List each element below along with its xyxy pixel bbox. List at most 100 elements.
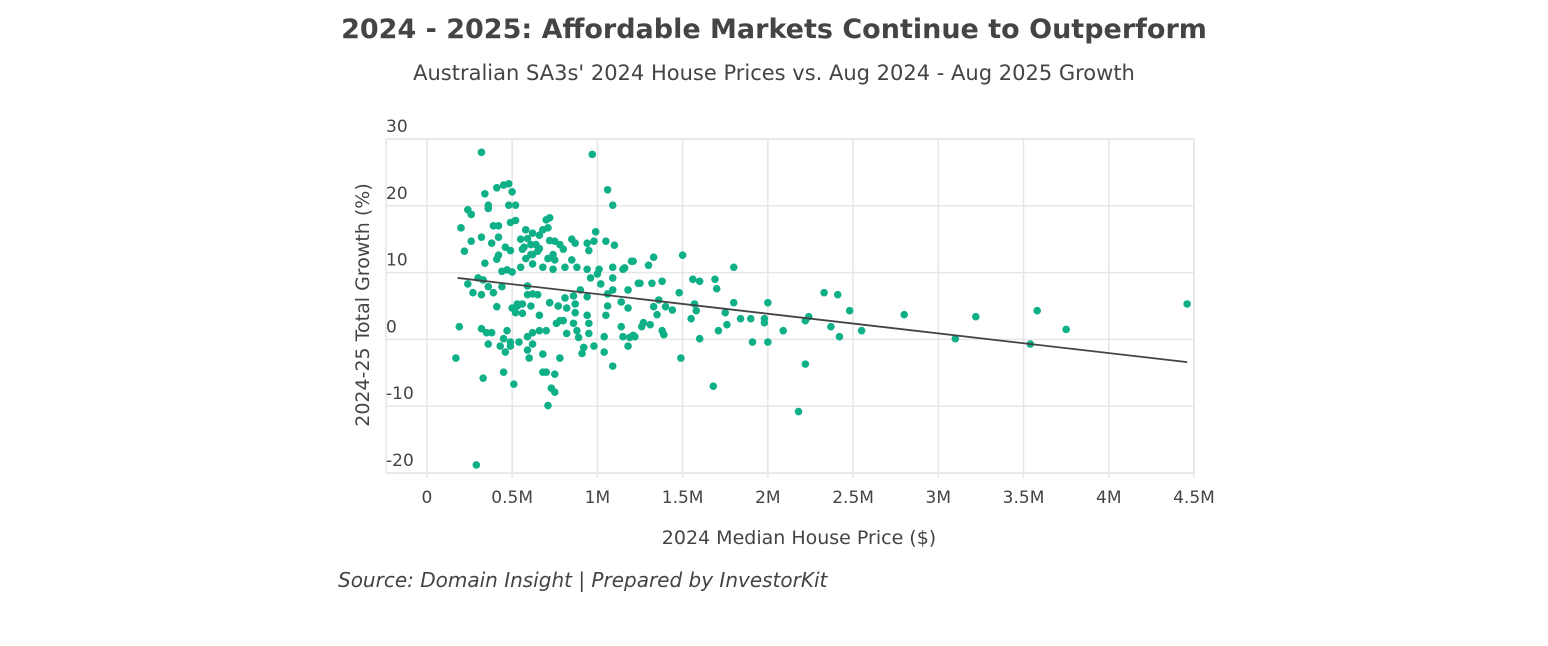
data-point — [455, 322, 464, 331]
data-point — [608, 286, 617, 294]
data-point — [523, 290, 532, 299]
data-point — [583, 311, 591, 320]
data-point — [661, 302, 670, 311]
data-point — [687, 314, 695, 323]
data-point — [603, 302, 612, 310]
data-point — [489, 288, 498, 297]
data-point — [624, 304, 632, 312]
data-point — [561, 294, 569, 302]
data-point — [764, 298, 772, 307]
data-point — [535, 311, 544, 320]
data-point — [746, 314, 755, 323]
x-tick-label: 1.5M — [662, 488, 704, 508]
data-point — [493, 183, 501, 192]
x-tick-label: 3.5M — [1003, 488, 1045, 508]
data-point — [559, 245, 568, 254]
data-point — [477, 324, 486, 333]
data-point — [452, 354, 460, 362]
data-point — [527, 302, 535, 310]
data-point — [801, 360, 810, 368]
data-point — [827, 322, 835, 331]
data-point — [624, 286, 632, 294]
data-point — [608, 362, 617, 370]
data-point — [533, 290, 542, 299]
x-tick-label: 3M — [926, 488, 951, 508]
x-tick-label: 0 — [421, 488, 432, 508]
data-point — [900, 310, 909, 319]
data-point — [602, 237, 610, 246]
chart-title: 2024 - 2025: Affordable Markets Continue… — [341, 14, 1207, 45]
data-point — [583, 239, 591, 248]
data-point — [528, 229, 537, 237]
data-point — [714, 326, 723, 335]
data-point — [590, 237, 598, 246]
data-point — [690, 300, 699, 308]
data-point — [503, 326, 511, 335]
data-point — [764, 338, 772, 346]
data-point — [539, 350, 547, 358]
data-point — [668, 306, 677, 314]
data-point — [467, 237, 476, 246]
data-point — [608, 263, 617, 272]
y-tick-label: 20 — [386, 184, 408, 204]
data-point — [467, 210, 476, 219]
data-point — [695, 334, 704, 343]
data-point — [608, 274, 617, 282]
data-point — [549, 265, 557, 274]
data-point — [624, 342, 632, 350]
data-point — [634, 279, 643, 288]
data-point — [499, 368, 508, 376]
data-point — [721, 308, 730, 317]
source-note: Source: Domain Insight | Prepared by Inv… — [338, 568, 828, 592]
data-point — [493, 255, 501, 264]
data-point — [496, 342, 505, 350]
data-point — [457, 224, 465, 232]
data-point — [523, 234, 532, 243]
data-point — [627, 257, 636, 266]
data-point — [857, 326, 866, 335]
data-point — [556, 354, 564, 362]
chart-subtitle: Australian SA3s' 2024 House Prices vs. A… — [413, 61, 1135, 85]
data-point — [692, 306, 701, 315]
data-point — [794, 407, 803, 416]
data-point — [760, 318, 769, 327]
data-point — [493, 302, 501, 311]
data-point — [504, 179, 513, 188]
data-point — [658, 277, 666, 286]
data-point — [585, 319, 593, 328]
data-point — [639, 318, 648, 327]
data-point — [525, 354, 533, 362]
data-point — [544, 254, 552, 263]
data-point — [569, 319, 578, 328]
data-point — [561, 263, 569, 272]
data-point — [550, 256, 559, 264]
data-point — [578, 349, 586, 358]
data-point — [678, 251, 687, 260]
data-point — [729, 263, 738, 272]
data-point — [1062, 325, 1070, 334]
data-point — [460, 247, 469, 256]
data-point — [516, 235, 525, 243]
data-point — [528, 260, 537, 268]
data-point — [511, 201, 520, 209]
data-point — [544, 224, 552, 232]
data-point — [571, 308, 580, 317]
x-tick-label: 2M — [755, 488, 780, 508]
data-point — [600, 348, 608, 356]
x-tick-label: 4M — [1096, 488, 1121, 508]
x-tick-label: 4.5M — [1173, 488, 1215, 508]
data-point — [1033, 306, 1041, 315]
data-point — [653, 310, 661, 319]
data-point — [487, 239, 496, 248]
data-point — [506, 342, 515, 350]
data-point — [516, 263, 525, 272]
data-point — [518, 245, 527, 254]
data-point — [523, 346, 532, 354]
x-tick-label: 2.5M — [832, 488, 874, 508]
data-point — [583, 265, 591, 274]
data-point — [511, 216, 520, 225]
x-tick-label: 0.5M — [491, 488, 533, 508]
data-point — [494, 233, 503, 241]
data-point — [571, 239, 580, 248]
y-tick-label: 10 — [386, 251, 408, 271]
